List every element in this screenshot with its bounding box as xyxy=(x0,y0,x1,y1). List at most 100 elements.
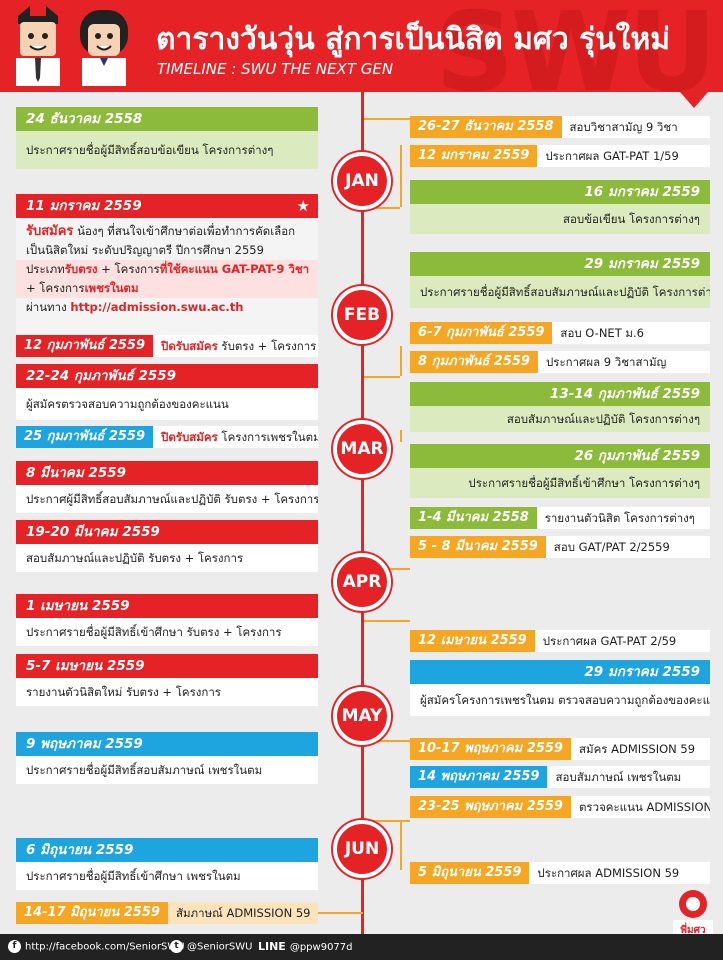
event-card: 13-14 กุมภาพันธ์ 2559 สอบสัมภาษณ์และปฏิบ… xyxy=(410,382,710,432)
event-text: ประกาศรายชื่อผู้มีสิทธิ์เข้าศึกษา โครงกา… xyxy=(410,468,710,498)
line-id: @ppw9077d xyxy=(289,942,353,953)
event-date: 12 กุมภาพันธ์ 2559 xyxy=(16,335,154,357)
event-card: 29 มกราคม 2559 ประกาศรายชื่อผู้มีสิทธิ์ส… xyxy=(410,252,710,308)
event-text: ผู้สมัครโครงการเพชรในตม ตรวจสอบความถูกต้… xyxy=(410,684,710,716)
event-date: 13-14 กุมภาพันธ์ 2559 xyxy=(410,382,710,406)
event-date: 23-25 พฤษภาคม 2559 xyxy=(410,796,571,818)
event-date: 14 พฤษภาคม 2559 xyxy=(410,766,548,788)
event-card: 29 มกราคม 2559 ผู้สมัครโครงการเพชรในตม ต… xyxy=(410,660,710,716)
header-tail xyxy=(680,92,708,108)
event-date: 6 มิถุนายน 2559 xyxy=(16,838,318,862)
twitter-link[interactable]: t @SeniorSWU xyxy=(170,940,252,953)
timeline-axis xyxy=(361,92,364,934)
event-row: 5 - 8 มีนาคม 2559 สอบ GAT/PAT 2/2559 xyxy=(410,536,710,558)
twitter-handle: @SeniorSWU xyxy=(187,941,253,953)
month-jan: JAN xyxy=(333,152,391,210)
event-text: รับตรง + โครงการ xyxy=(217,339,317,353)
boy-avatar-icon xyxy=(16,6,60,86)
event-text: สอบสัมภาษณ์และปฏิบัติ รับตรง + โครงการ xyxy=(16,544,318,572)
event-card: 9 พฤษภาคม 2559 ประกาศรายชื่อผู้มีสิทธิ์ส… xyxy=(16,732,318,784)
event-date: 9 พฤษภาคม 2559 xyxy=(16,732,318,756)
event-date: 8 มีนาคม 2559 xyxy=(16,461,318,485)
connector xyxy=(364,207,400,209)
month-mar: MAR xyxy=(333,420,391,478)
month-jun: JUN xyxy=(333,820,391,878)
event-card: 26 กุมภาพันธ์ 2559 ประกาศรายชื่อผู้มีสิท… xyxy=(410,444,710,498)
event-text: สอบ GAT/PAT 2/2559 xyxy=(545,536,710,558)
event-row: 6-7 กุมภาพันธ์ 2559 สอบ O-NET ม.6 xyxy=(410,322,710,344)
event-text: สอบ O-NET ม.6 xyxy=(552,322,710,344)
connector xyxy=(400,820,402,870)
connector xyxy=(364,376,400,378)
month-feb: FEB xyxy=(333,286,391,344)
event-card: 1 เมษายน 2559 ประกาศรายชื่อผู้มีสิทธิ์เข… xyxy=(16,594,318,646)
facebook-url: http://facebook.com/SeniorSWU xyxy=(25,941,185,953)
page-title: ตารางวันวุ่น สู่การเป็นนิสิต มศว รุ่นใหม… xyxy=(156,22,670,57)
event-card: 22-24 กุมภาพันธ์ 2559 ผู้สมัครตรวจสอบควา… xyxy=(16,364,318,420)
event-text: ผู้สมัครตรวจสอบความถูกต้องของคะแนน xyxy=(16,388,318,420)
girl-avatar-icon xyxy=(80,10,128,86)
event-text: ผ่านทาง xyxy=(26,300,71,314)
event-text: รับตรง xyxy=(64,262,98,276)
event-row: 1-4 มีนาคม 2558 รายงานตัวนิสิต โครงการต่… xyxy=(410,507,710,529)
event-date: 24 ธันวาคม 2558 xyxy=(16,107,318,131)
event-row: 8 กุมภาพันธ์ 2559 ประกาศผล 9 วิชาสามัญ xyxy=(410,351,710,373)
connector xyxy=(364,820,410,822)
event-text: ที่ใช้คะแนน GAT-PAT-9 วิชา xyxy=(159,262,310,276)
admission-link[interactable]: http://admission.swu.ac.th xyxy=(70,300,244,314)
connector xyxy=(364,118,410,120)
event-date: 5-7 เมษายน 2559 xyxy=(16,654,318,678)
event-date: 16 มกราคม 2559 xyxy=(410,180,710,204)
footer-bar: f http://facebook.com/SeniorSWU t @SeniorS… xyxy=(0,934,723,960)
connector xyxy=(400,430,402,442)
event-date: 5 - 8 มีนาคม 2559 xyxy=(410,536,546,558)
event-text: + โครงการ xyxy=(26,281,85,295)
event-card: 16 มกราคม 2559 สอบข้อเขียน โครงการต่างๆ xyxy=(410,180,710,234)
event-date: 5 มิถุนายน 2559 xyxy=(410,862,530,884)
event-row: 14 พฤษภาคม 2559 สอบสัมภาษณ์ เพชรในตม xyxy=(410,766,710,788)
event-text: สอบสัมภาษณ์ เพชรในตม xyxy=(547,766,710,788)
month-may: MAY xyxy=(333,687,391,745)
event-text: เพชรในตม xyxy=(84,281,139,295)
event-text: ประกาศรายชื่อผู้มีสิทธิ์เข้าศึกษา รับตรง… xyxy=(16,618,318,646)
event-row: 12 เมษายน 2559 ประกาศผล GAT-PAT 2/59 xyxy=(410,630,710,652)
event-text: ปิดรับสมัคร xyxy=(161,430,218,444)
event-card: 24 ธันวาคม 2558 ประกาศรายชื่อผู้มีสิทธิ์… xyxy=(16,107,318,169)
connector xyxy=(400,145,402,207)
line-link[interactable]: LINE @ppw9077d xyxy=(258,940,353,953)
event-row: 12 มกราคม 2559 ประกาศผล GAT-PAT 1/59 xyxy=(410,145,710,167)
event-text: ประกาศรายชื่อผู้มีสิทธิ์สอบสัมภาษณ์ เพชร… xyxy=(16,756,318,784)
event-text: ประกาศรายชื่อผู้มีสิทธิ์สอบสัมภาษณ์และปฏ… xyxy=(410,276,710,308)
facebook-link[interactable]: f http://facebook.com/SeniorSWU xyxy=(8,940,185,953)
event-card: 5-7 เมษายน 2559 รายงานตัวนิสิตใหม่ รับตร… xyxy=(16,654,318,706)
event-row: 25 กุมภาพันธ์ 2559 ปิดรับสมัคร โครงการเพ… xyxy=(16,426,318,448)
event-row: 12 กุมภาพันธ์ 2559 ปิดรับสมัคร รับตรง + … xyxy=(16,335,318,357)
event-header: 11 มกราคม 2559 ★ xyxy=(16,194,318,218)
event-text: ประเภท xyxy=(26,262,65,276)
event-date: 10-17 พฤษภาคม 2559 xyxy=(410,738,571,760)
event-text: สมัคร ADMISSION 59 xyxy=(570,738,710,760)
event-date: 26 กุมภาพันธ์ 2559 xyxy=(410,444,710,468)
event-text: ประกาศผู้มีสิทธิ์สอบสัมภาษณ์และปฏิบัติ ร… xyxy=(16,485,318,513)
twitter-icon: t xyxy=(170,940,183,953)
event-card-highlight: 11 มกราคม 2559 ★ รับสมัคร น้องๆ ที่สนใจเ… xyxy=(16,194,318,347)
event-text: สอบข้อเขียน โครงการต่างๆ xyxy=(410,204,710,234)
apply-label: รับสมัคร xyxy=(26,224,74,239)
event-date: 26-27 ธันวาคม 2558 xyxy=(410,116,562,138)
header-banner: SWU ตารางวันวุ่น สู่การเป็นนิสิต มศว รุ่… xyxy=(0,0,723,92)
event-text: ประกาศรายชื่อผู้มีสิทธิ์สอบข้อเขียน โครง… xyxy=(16,131,318,169)
header-watermark: SWU xyxy=(435,0,717,92)
event-date: 29 มกราคม 2559 xyxy=(410,252,710,276)
event-text: ประกาศผล 9 วิชาสามัญ xyxy=(537,351,710,373)
event-text: ประกาศผล GAT-PAT 1/59 xyxy=(537,145,710,167)
star-icon: ★ xyxy=(296,197,310,215)
event-text: สอบวิชาสามัญ 9 วิชา xyxy=(561,116,710,138)
event-details: รับสมัคร น้องๆ ที่สนใจเข้าศึกษาต่อเพื่อท… xyxy=(16,218,318,347)
event-text: ปิดรับสมัคร xyxy=(161,339,218,353)
event-text: สอบสัมภาษณ์และปฏิบัติ โครงการต่างๆ xyxy=(410,406,710,432)
event-date: 19-20 มีนาคม 2559 xyxy=(16,520,318,544)
event-text: สัมภาษณ์ ADMISSION 59 xyxy=(167,902,318,924)
event-date: 8 กุมภาพันธ์ 2559 xyxy=(410,351,538,373)
